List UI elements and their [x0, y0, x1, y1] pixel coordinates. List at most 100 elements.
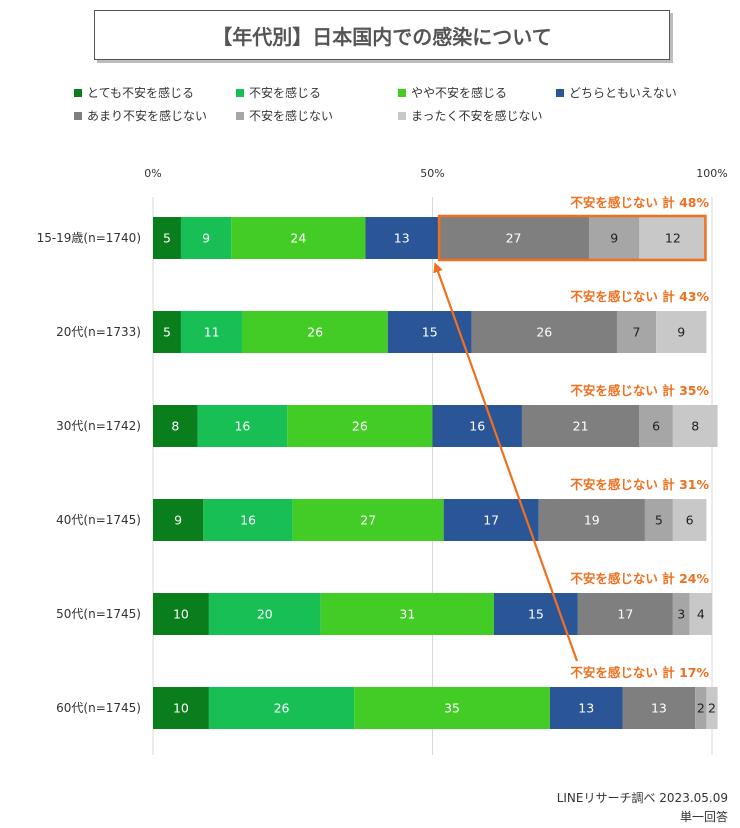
data-label: 3 — [677, 607, 685, 622]
bar-segment — [656, 311, 707, 353]
x-tick-label: 50% — [420, 167, 444, 180]
bar-segment — [706, 687, 718, 729]
legend-label: まったく不安を感じない — [411, 109, 543, 123]
data-label: 10 — [173, 607, 189, 622]
legend-swatch — [74, 111, 82, 120]
legend-label: 不安を感じない — [249, 109, 334, 123]
data-label: 15 — [422, 325, 438, 340]
data-label: 2 — [697, 701, 705, 716]
data-label: 26 — [307, 325, 323, 340]
legend-swatch — [556, 88, 564, 97]
legend-swatch — [398, 88, 406, 97]
total-annotation: 不安を感じない 計 17% — [570, 665, 709, 680]
legend-swatch — [398, 111, 406, 120]
data-label: 4 — [697, 607, 705, 622]
data-label: 9 — [610, 231, 618, 246]
bar-segment — [180, 311, 243, 353]
data-label: 2 — [708, 701, 716, 716]
data-label: 5 — [655, 513, 663, 528]
bar-segment — [622, 687, 696, 729]
category-label: 50代(n=1745) — [56, 607, 141, 621]
data-label: 13 — [651, 701, 667, 716]
data-label: 11 — [204, 325, 220, 340]
bar-segment — [208, 593, 321, 635]
data-label: 24 — [290, 231, 306, 246]
bar-segment — [672, 499, 707, 541]
bar-segment — [153, 405, 198, 447]
bar-segment — [493, 593, 578, 635]
bar-segment — [242, 311, 388, 353]
legend-swatch — [74, 88, 82, 97]
legend-item: 不安を感じない — [236, 107, 333, 124]
data-label: 13 — [578, 701, 594, 716]
data-label: 6 — [686, 513, 694, 528]
data-label: 9 — [202, 231, 210, 246]
x-tick-label: 100% — [696, 167, 727, 180]
data-label: 20 — [257, 607, 273, 622]
bar-segment — [521, 405, 640, 447]
total-annotation: 不安を感じない 計 43% — [570, 289, 709, 304]
total-annotation: 不安を感じない 計 48% — [570, 195, 709, 210]
data-label: 31 — [399, 607, 415, 622]
total-annotation: 不安を感じない 計 24% — [570, 571, 709, 586]
total-annotation: 不安を感じない 計 35% — [570, 383, 709, 398]
legend-item: 不安を感じる — [236, 84, 321, 101]
category-label: 20代(n=1733) — [56, 325, 141, 339]
category-label: 40代(n=1745) — [56, 513, 141, 527]
data-label: 9 — [174, 513, 182, 528]
bar-segment — [471, 311, 617, 353]
bar-segment — [443, 499, 539, 541]
data-label: 9 — [677, 325, 685, 340]
bar-segment — [153, 687, 209, 729]
bar-segment — [197, 405, 288, 447]
data-label: 26 — [352, 419, 368, 434]
bar-segment — [292, 499, 444, 541]
data-label: 16 — [240, 513, 256, 528]
legend-label: 不安を感じる — [249, 86, 322, 100]
chart-title: 【年代別】日本国内での感染について — [94, 10, 670, 60]
bar-segment — [365, 217, 439, 259]
bar-segment — [589, 217, 640, 259]
note-text: 単一回答 — [679, 810, 728, 824]
bar-segment — [639, 405, 673, 447]
source-text: LINEリサーチ調べ 2023.05.09 — [556, 791, 728, 805]
data-label: 35 — [444, 701, 460, 716]
data-label: 26 — [536, 325, 552, 340]
category-label: 30代(n=1742) — [56, 419, 141, 433]
category-label: 60代(n=1745) — [56, 701, 141, 715]
data-label: 16 — [469, 419, 485, 434]
legend-item: まったく不安を感じない — [398, 107, 543, 124]
bar-segment — [577, 593, 673, 635]
data-label: 19 — [584, 513, 600, 528]
category-label: 15-19歳(n=1740) — [37, 231, 141, 245]
x-tick-label: 0% — [144, 167, 161, 180]
legend-swatch — [236, 111, 244, 120]
bar-segment — [180, 217, 232, 259]
trend-arrow — [433, 262, 579, 662]
bar-segment — [695, 687, 707, 729]
bar-segment — [153, 593, 209, 635]
highlight-box — [437, 214, 707, 262]
legend-label: どちらともいえない — [569, 86, 677, 100]
data-label: 10 — [173, 701, 189, 716]
bar-segment — [639, 217, 707, 259]
legend-label: あまり不安を感じない — [87, 109, 208, 123]
bar-segment — [672, 405, 718, 447]
legend-label: とても不安を感じる — [87, 86, 195, 100]
legend-item: とても不安を感じる — [74, 84, 194, 101]
data-label: 5 — [163, 325, 171, 340]
bar-segment — [203, 499, 293, 541]
data-label: 27 — [360, 513, 376, 528]
legend-item: やや不安を感じる — [398, 84, 507, 101]
bar-segment — [287, 405, 433, 447]
bar-segment — [549, 687, 623, 729]
legend-item: どちらともいえない — [556, 84, 677, 101]
data-label: 12 — [665, 231, 681, 246]
bar-segment — [689, 593, 712, 635]
data-label: 6 — [652, 419, 660, 434]
bar-segment — [616, 311, 657, 353]
bar-segment — [320, 593, 494, 635]
data-label: 8 — [691, 419, 699, 434]
bar-segment — [153, 311, 181, 353]
bar-segment — [153, 499, 204, 541]
